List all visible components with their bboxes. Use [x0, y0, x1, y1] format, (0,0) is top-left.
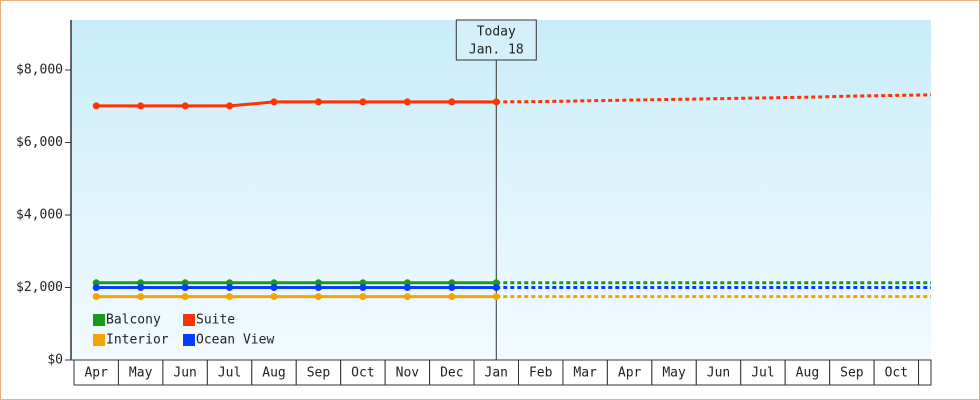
- x-cell: [384, 359, 431, 386]
- point: [314, 284, 322, 292]
- series-line: [96, 100, 497, 108]
- point: [403, 284, 411, 292]
- today-box: [455, 19, 537, 61]
- x-tick-label: Apr: [618, 366, 642, 381]
- x-cell: [117, 359, 164, 386]
- x-cell: [606, 359, 653, 386]
- plot-area: [71, 20, 931, 360]
- point: [181, 284, 189, 292]
- x-tick-label: Apr: [84, 366, 108, 381]
- x-cell: [73, 359, 119, 386]
- x-tick-label: Oct: [885, 366, 908, 381]
- y-tick-label: $2,000: [16, 280, 63, 295]
- legend-label: Balcony: [106, 313, 161, 328]
- point: [226, 284, 234, 292]
- x-tick-label: Aug: [262, 366, 285, 381]
- legend-swatch: [93, 314, 105, 326]
- point: [270, 98, 278, 106]
- point: [403, 293, 411, 301]
- x-cell: [251, 359, 297, 386]
- point: [137, 284, 145, 292]
- point: [448, 284, 456, 292]
- x-tick-label: Jun: [173, 366, 196, 381]
- x-tick-label: Jan: [485, 366, 508, 381]
- x-tick-label: Sep: [840, 366, 864, 381]
- point: [226, 293, 234, 301]
- point: [137, 102, 145, 110]
- point: [359, 293, 367, 301]
- point: [137, 293, 145, 301]
- y-tick-label: $4,000: [16, 208, 63, 223]
- legend-label: Suite: [196, 313, 235, 328]
- today-label: Jan. 18: [469, 43, 524, 58]
- x-tick-label: Oct: [351, 366, 374, 381]
- x-cell: [562, 359, 608, 386]
- x-tick-label: Feb: [529, 366, 553, 381]
- point: [448, 98, 456, 106]
- x-cell: [873, 359, 920, 386]
- point: [403, 98, 411, 106]
- x-cell: [918, 359, 932, 386]
- x-tick-label: May: [129, 366, 153, 381]
- legend-swatch: [183, 334, 195, 346]
- point: [92, 284, 100, 292]
- legend-label: Ocean View: [196, 333, 274, 348]
- x-tick-label: Jul: [751, 366, 774, 381]
- point: [92, 102, 100, 110]
- point: [314, 293, 322, 301]
- legend-swatch: [93, 334, 105, 346]
- x-tick-label: Jul: [218, 366, 241, 381]
- x-tick-label: Nov: [396, 366, 420, 381]
- point: [181, 102, 189, 110]
- y-tick-label: $0: [47, 353, 63, 368]
- point: [448, 293, 456, 301]
- x-tick-label: Dec: [440, 366, 463, 381]
- x-tick-label: Sep: [307, 366, 331, 381]
- point: [314, 98, 322, 106]
- point: [92, 293, 100, 301]
- x-tick-label: Mar: [573, 366, 597, 381]
- point: [359, 98, 367, 106]
- x-tick-label: May: [662, 366, 686, 381]
- y-tick-label: $6,000: [16, 135, 63, 150]
- point: [181, 293, 189, 301]
- x-tick-label: Jun: [707, 366, 730, 381]
- x-cell: [162, 359, 208, 386]
- today-title: Today: [477, 25, 516, 40]
- x-cell: [695, 359, 742, 386]
- x-cell: [829, 359, 875, 386]
- point: [270, 284, 278, 292]
- legend-label: Interior: [106, 333, 169, 348]
- x-cell: [206, 359, 253, 386]
- x-cell: [473, 359, 519, 386]
- x-cell: [740, 359, 786, 386]
- point: [270, 293, 278, 301]
- y-tick-label: $8,000: [16, 63, 63, 78]
- point: [226, 102, 234, 110]
- point: [359, 284, 367, 292]
- x-tick-label: Aug: [796, 366, 819, 381]
- legend-swatch: [183, 314, 195, 326]
